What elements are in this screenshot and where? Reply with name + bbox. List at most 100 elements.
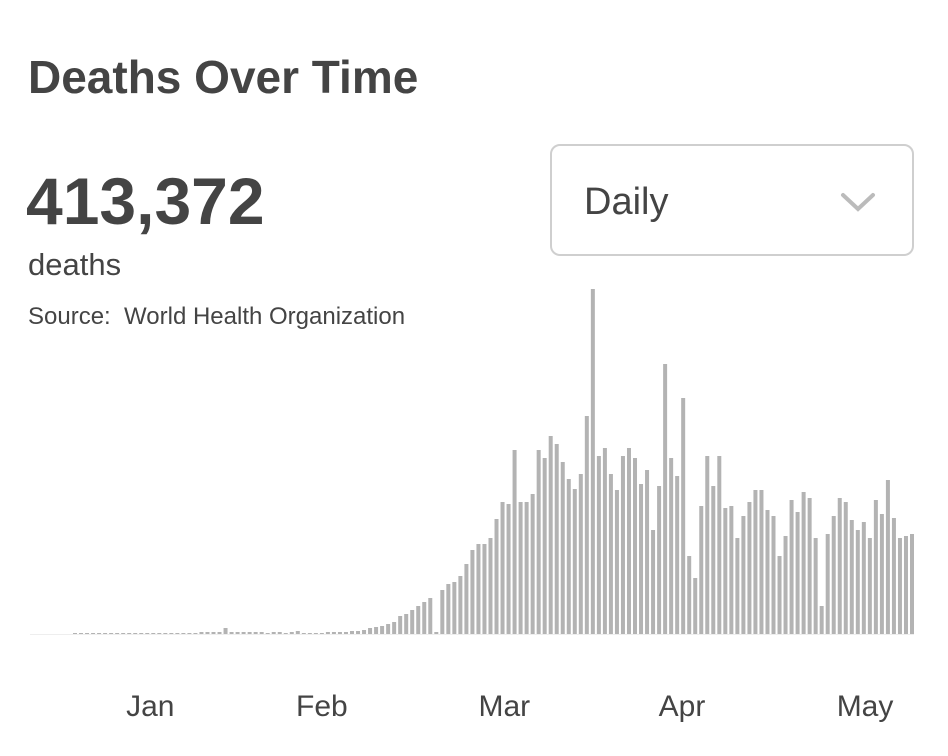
bar [169, 633, 174, 634]
bar [139, 633, 144, 634]
bar [705, 456, 710, 634]
bar [620, 456, 625, 634]
bar [103, 633, 108, 634]
x-tick-label: May [837, 690, 894, 723]
bar [849, 520, 854, 634]
dropdown-box[interactable] [550, 144, 914, 256]
bar [542, 458, 547, 634]
bar [193, 633, 198, 634]
bar [837, 498, 842, 634]
x-tick-label: Mar [479, 690, 531, 723]
dropdown[interactable]: Daily [550, 144, 914, 256]
bar [349, 631, 354, 634]
bar [903, 536, 908, 634]
bar [187, 633, 192, 634]
bar [157, 633, 162, 634]
bar [217, 632, 222, 634]
bar [807, 498, 812, 634]
bar [500, 502, 505, 634]
bar [319, 633, 324, 634]
bar [97, 633, 102, 634]
bar [380, 626, 385, 634]
bar [626, 448, 631, 634]
bar [277, 632, 282, 634]
bar [247, 632, 252, 634]
bar [687, 556, 692, 634]
bar [663, 364, 668, 634]
bar [873, 500, 878, 634]
bar [910, 534, 914, 634]
chevron[interactable] [841, 193, 875, 212]
bar [699, 506, 704, 634]
bar [163, 633, 168, 634]
x-tick-label: Jan [126, 690, 174, 723]
bar [494, 519, 499, 634]
bar [867, 538, 872, 634]
bar [789, 500, 794, 634]
bar [115, 633, 120, 634]
bar [470, 550, 475, 634]
bar [211, 632, 216, 634]
bar [891, 518, 896, 634]
bar [205, 632, 210, 634]
bar [253, 632, 258, 634]
bar [578, 474, 583, 634]
bar [602, 448, 607, 634]
bar [464, 564, 469, 634]
bar [259, 632, 264, 634]
x-tick-label: Apr [659, 690, 706, 723]
bar [295, 631, 300, 634]
title: Deaths Over Time [28, 51, 418, 103]
bar [410, 610, 415, 634]
bar [229, 632, 234, 634]
bar [386, 624, 391, 634]
bar [657, 486, 662, 634]
dropdown-label[interactable]: Daily [584, 181, 668, 223]
total-value: 413,372 [26, 164, 265, 238]
bar [271, 632, 276, 634]
bar [771, 516, 776, 634]
bar [855, 530, 860, 634]
bar [362, 630, 367, 634]
bar [506, 504, 511, 634]
bar [897, 538, 902, 634]
bar [452, 582, 457, 634]
bar [398, 616, 403, 634]
bar [374, 627, 379, 634]
bar [488, 538, 493, 634]
bar [633, 458, 638, 634]
bar [548, 436, 553, 634]
bar [404, 614, 409, 634]
bar [145, 633, 150, 634]
bar [530, 494, 535, 634]
bar [91, 633, 96, 634]
bar [819, 606, 824, 634]
bar [181, 633, 186, 634]
bar [428, 598, 433, 634]
bar [536, 450, 541, 634]
source: Source: World Health Organization [28, 303, 405, 330]
bar [753, 490, 758, 634]
bar [127, 633, 132, 634]
bar [518, 502, 523, 634]
bar [614, 490, 619, 634]
bar [566, 479, 571, 634]
bar [235, 632, 240, 634]
bar [861, 522, 866, 634]
bar [73, 633, 77, 634]
x-tick-label: Feb [296, 690, 348, 723]
bar [795, 512, 800, 634]
bar [675, 476, 680, 634]
bar [422, 602, 427, 634]
bar [885, 480, 890, 634]
bar [458, 576, 463, 634]
bar [368, 628, 373, 634]
bar [717, 456, 722, 634]
bar [512, 450, 517, 634]
bar [801, 492, 806, 634]
total-unit: deaths [28, 247, 121, 282]
bar [133, 633, 138, 634]
bar [434, 632, 439, 634]
